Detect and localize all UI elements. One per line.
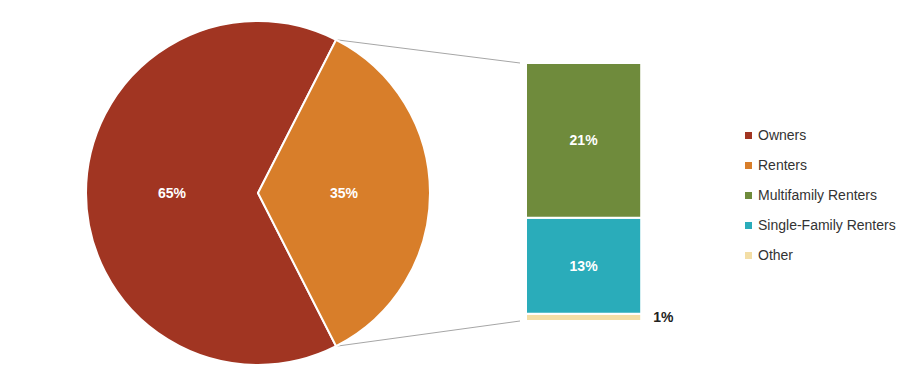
- html-text:Renters: Renters: [758, 157, 807, 173]
- svg-text:21%: 21%: [570, 132, 599, 148]
- svg-text:35%: 35%: [330, 185, 359, 201]
- html-text:Other: Other: [758, 247, 793, 263]
- html-text:Multifamily Renters: Multifamily Renters: [758, 187, 877, 203]
- html-text:Single-Family Renters: Single-Family Renters: [758, 217, 896, 233]
- svg-text:65%: 65%: [158, 185, 187, 201]
- svg-text:13%: 13%: [570, 258, 599, 274]
- svg-text:1%: 1%: [653, 309, 674, 325]
- html-text:Owners: Owners: [758, 127, 807, 143]
